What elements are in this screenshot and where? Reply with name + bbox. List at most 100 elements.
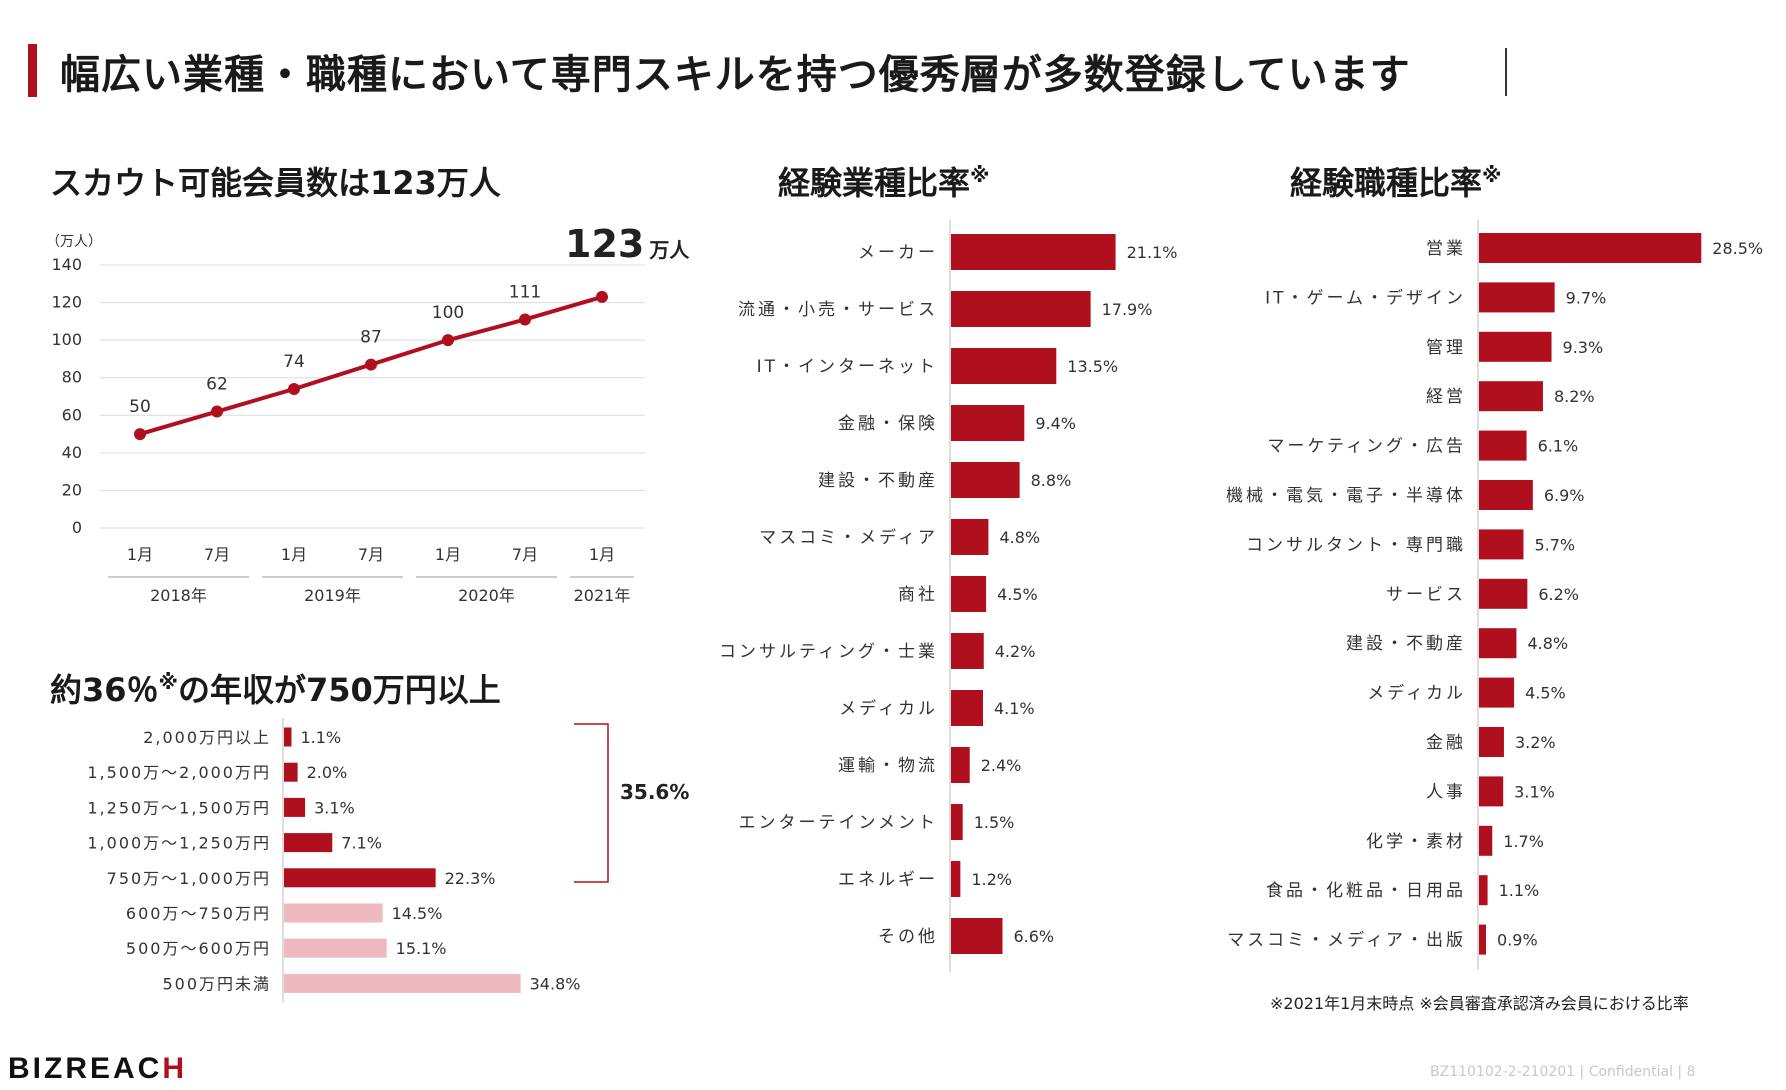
income-bar-chart: 2,000万円以上 1.1% 1,500万～2,000万円 2.0% 1,250万～1,…	[87, 718, 609, 1003]
bar	[1479, 578, 1528, 609]
data-label: 50	[129, 397, 151, 417]
category-label: 商社	[898, 585, 938, 605]
category-label: 750万～1,000万円	[107, 869, 271, 888]
value-label: 14.5%	[392, 904, 443, 923]
category-label: 1,500万～2,000万円	[87, 763, 271, 782]
bar	[1479, 331, 1552, 362]
value-label: 6.1%	[1538, 437, 1579, 456]
bar	[1479, 677, 1515, 708]
member-total-value: 123	[565, 222, 645, 266]
value-label: 8.8%	[1031, 471, 1072, 490]
category-label: 流通・小売・サービス	[738, 300, 938, 320]
category-label: 600万～750万円	[126, 904, 271, 923]
data-label: 62	[206, 375, 228, 395]
x-tick-label: 1月	[589, 545, 615, 564]
bar	[951, 348, 1057, 384]
value-label: 17.9%	[1102, 300, 1153, 319]
y-tick-label: 20	[62, 480, 82, 499]
category-label: IT・ゲーム・デザイン	[1265, 287, 1466, 308]
category-label: メディカル	[1367, 683, 1466, 704]
bar	[284, 903, 383, 923]
bar	[1479, 480, 1533, 510]
value-label: 13.5%	[1067, 357, 1118, 376]
y-axis-unit: （万人）	[46, 234, 102, 250]
category-label: その他	[878, 927, 938, 947]
value-label: 28.5%	[1712, 239, 1763, 258]
value-label: 9.3%	[1563, 338, 1604, 357]
value-label: 6.9%	[1544, 486, 1585, 505]
bar	[1479, 875, 1488, 906]
data-label: 111	[509, 282, 541, 302]
year-group-label: 2019年	[304, 586, 361, 605]
bar	[951, 234, 1116, 270]
category-label: 1,250万～1,500万円	[87, 798, 271, 817]
value-label: 4.8%	[999, 528, 1040, 547]
y-tick-label: 60	[62, 405, 82, 424]
x-tick-label: 7月	[512, 545, 538, 564]
bar	[1479, 628, 1517, 659]
value-label: 9.7%	[1566, 288, 1607, 307]
value-label: 3.2%	[1515, 733, 1556, 752]
y-tick-label: 40	[62, 443, 82, 462]
bar	[284, 868, 436, 888]
value-label: 2.0%	[307, 763, 348, 782]
members-line-chart: （万人） 0 20 40 60 80 100 120 140 50 62 74 87 100 111 1月 7月…	[46, 234, 645, 605]
category-label: 500万円未満	[162, 974, 271, 993]
bar	[951, 462, 1020, 498]
bar	[951, 405, 1025, 441]
value-label: 3.1%	[314, 798, 355, 817]
category-label: 建設・不動産	[818, 471, 938, 491]
category-label: マーケティング・広告	[1267, 437, 1466, 457]
bar	[284, 797, 306, 817]
value-label: 1.5%	[974, 813, 1015, 832]
x-tick-label: 1月	[127, 545, 153, 564]
bar	[951, 804, 963, 840]
value-label: 7.1%	[341, 834, 382, 853]
value-label: 6.2%	[1538, 585, 1579, 604]
year-group-label: 2018年	[150, 586, 207, 605]
year-group-label: 2020年	[458, 586, 515, 605]
y-tick-label: 140	[51, 255, 82, 274]
category-label: エネルギー	[838, 870, 938, 890]
bar	[951, 747, 970, 783]
page-title: 幅広い業種・職種において専門スキルを持つ優秀層が多数登録しています	[60, 52, 1411, 98]
value-label: 1.1%	[300, 728, 341, 747]
bar	[1479, 282, 1555, 313]
year-group-label: 2021年	[574, 586, 631, 605]
bar	[951, 576, 987, 612]
income-chart-title: 約36％※の年収が750万円以上	[50, 670, 501, 709]
category-label: IT・インターネット	[757, 357, 938, 377]
category-label: コンサルティング・士業	[719, 642, 938, 662]
data-label: 100	[432, 303, 464, 323]
category-label: 化学・素材	[1366, 832, 1466, 852]
value-label: 0.9%	[1497, 931, 1538, 950]
category-label: メディカル	[839, 698, 938, 719]
category-label: メーカー	[858, 243, 938, 263]
value-label: 9.4%	[1035, 414, 1076, 433]
data-label: 74	[283, 352, 305, 372]
value-label: 15.1%	[396, 939, 447, 958]
value-label: 34.8%	[530, 974, 581, 993]
bar	[284, 762, 298, 782]
category-label: 運輸・物流	[838, 756, 938, 776]
category-label: コンサルタント・専門職	[1246, 535, 1466, 555]
data-point	[134, 428, 146, 441]
x-tick-label: 7月	[358, 545, 384, 564]
value-label: 21.1%	[1127, 243, 1178, 262]
title-accent-bar	[28, 44, 37, 97]
income-bracket-total: 35.6%	[620, 780, 690, 804]
category-label: 金融	[1426, 733, 1466, 753]
y-tick-label: 120	[51, 293, 82, 312]
bar	[284, 833, 333, 853]
footnote: ※2021年1月末時点 ※会員審査承認済み会員における比率	[1270, 994, 1689, 1013]
data-point	[519, 313, 531, 326]
line-chart-title: スカウト可能会員数は123万人	[50, 164, 501, 202]
data-point	[365, 358, 377, 371]
y-tick-label: 100	[51, 330, 82, 349]
value-label: 1.7%	[1503, 832, 1544, 851]
category-label: 建設・不動産	[1346, 634, 1466, 654]
category-label: マスコミ・メディア・出版	[1227, 930, 1466, 951]
x-tick-label: 1月	[435, 545, 461, 564]
y-tick-label: 0	[72, 518, 82, 537]
bar	[1479, 430, 1527, 461]
